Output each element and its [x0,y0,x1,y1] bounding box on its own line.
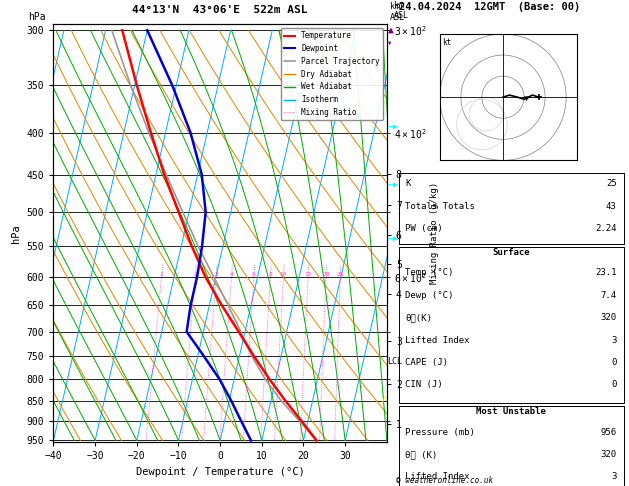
Text: 44°13'N  43°06'E  522m ASL: 44°13'N 43°06'E 522m ASL [132,4,308,15]
Text: 23.1: 23.1 [595,268,616,278]
Text: —▶: —▶ [388,234,398,243]
Text: Lifted Index: Lifted Index [406,335,470,345]
Text: 320: 320 [601,450,616,459]
Text: Lifted Index: Lifted Index [406,472,470,482]
Text: 6: 6 [252,272,256,277]
Text: 10: 10 [280,272,287,277]
Text: 0: 0 [611,358,616,367]
Text: 43: 43 [606,202,616,211]
Text: ▲: ▲ [388,24,394,34]
Text: 1: 1 [160,272,164,277]
Text: θᴇ (K): θᴇ (K) [406,450,438,459]
X-axis label: Dewpoint / Temperature (°C): Dewpoint / Temperature (°C) [136,467,304,477]
Text: 3: 3 [611,472,616,482]
Text: 25: 25 [606,179,616,189]
Text: Dewp (°C): Dewp (°C) [406,291,454,300]
Text: 20: 20 [322,272,330,277]
Text: © weatheronline.co.uk: © weatheronline.co.uk [396,476,493,485]
Text: 2.24: 2.24 [595,224,616,233]
Text: 2: 2 [193,272,197,277]
Text: K: K [406,179,411,189]
Text: 320: 320 [601,313,616,322]
Y-axis label: Mixing Ratio (g/kg): Mixing Ratio (g/kg) [430,182,439,284]
Text: Surface: Surface [493,248,530,257]
Text: Most Unstable: Most Unstable [476,407,546,417]
Text: Totals Totals: Totals Totals [406,202,476,211]
Text: 956: 956 [601,428,616,436]
Text: km
ASL: km ASL [390,2,405,22]
Text: —▶: —▶ [388,180,398,189]
Text: 15: 15 [304,272,312,277]
Text: CIN (J): CIN (J) [406,381,443,389]
Text: CAPE (J): CAPE (J) [406,358,448,367]
Text: 25: 25 [337,272,344,277]
Text: PW (cm): PW (cm) [406,224,443,233]
Text: 8: 8 [269,272,272,277]
Text: kt: kt [442,38,451,47]
Text: 0: 0 [611,381,616,389]
Text: /: / [381,394,387,403]
Legend: Temperature, Dewpoint, Parcel Trajectory, Dry Adiabat, Wet Adiabat, Isotherm, Mi: Temperature, Dewpoint, Parcel Trajectory… [281,28,383,120]
Text: 3: 3 [611,335,616,345]
Text: 4: 4 [230,272,233,277]
Text: —▶: —▶ [388,122,398,131]
Text: 7.4: 7.4 [601,291,616,300]
Text: 24.04.2024  12GMT  (Base: 00): 24.04.2024 12GMT (Base: 00) [399,2,581,12]
Text: hPa: hPa [28,12,46,22]
Text: LCL: LCL [387,357,402,366]
Text: θᴇ(K): θᴇ(K) [406,313,432,322]
Text: km
ASL: km ASL [394,0,408,20]
Text: ▼: ▼ [388,41,391,46]
Y-axis label: hPa: hPa [11,224,21,243]
Text: 3: 3 [214,272,218,277]
Text: Pressure (mb): Pressure (mb) [406,428,476,436]
Text: Temp (°C): Temp (°C) [406,268,454,278]
